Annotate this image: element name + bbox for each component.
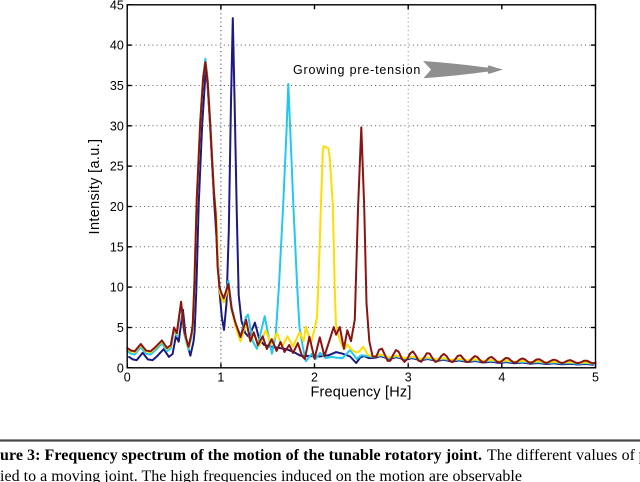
svg-text:5: 5 <box>592 370 599 384</box>
svg-text:pr: pr <box>639 447 640 464</box>
svg-text:40: 40 <box>110 39 124 53</box>
svg-text:2: 2 <box>311 370 318 384</box>
svg-text:15: 15 <box>110 240 124 254</box>
svg-text:30: 30 <box>110 119 124 133</box>
svg-text:5: 5 <box>117 321 124 335</box>
svg-text:Intensity [a.u.]: Intensity [a.u.] <box>87 139 103 235</box>
svg-text:25: 25 <box>110 160 124 174</box>
svg-text:Frequency [Hz]: Frequency [Hz] <box>310 385 411 401</box>
svg-text:10: 10 <box>110 281 124 295</box>
svg-text:ure 3: Frequency spectrum of t: ure 3: Frequency spectrum of the motion … <box>0 447 482 464</box>
svg-text:The different values of: The different values of <box>487 447 636 464</box>
svg-text:45: 45 <box>110 0 124 12</box>
svg-text:0: 0 <box>117 361 124 375</box>
svg-text:4: 4 <box>498 370 505 384</box>
svg-text:20: 20 <box>110 200 124 214</box>
svg-text:0: 0 <box>124 370 131 384</box>
svg-text:3: 3 <box>405 370 412 384</box>
svg-text:1: 1 <box>217 370 224 384</box>
svg-text:Growing pre-tension: Growing pre-tension <box>293 63 421 77</box>
svg-text:ied to a moving joint. The hig: ied to a moving joint. The high frequenc… <box>0 468 522 482</box>
svg-text:35: 35 <box>110 79 124 93</box>
